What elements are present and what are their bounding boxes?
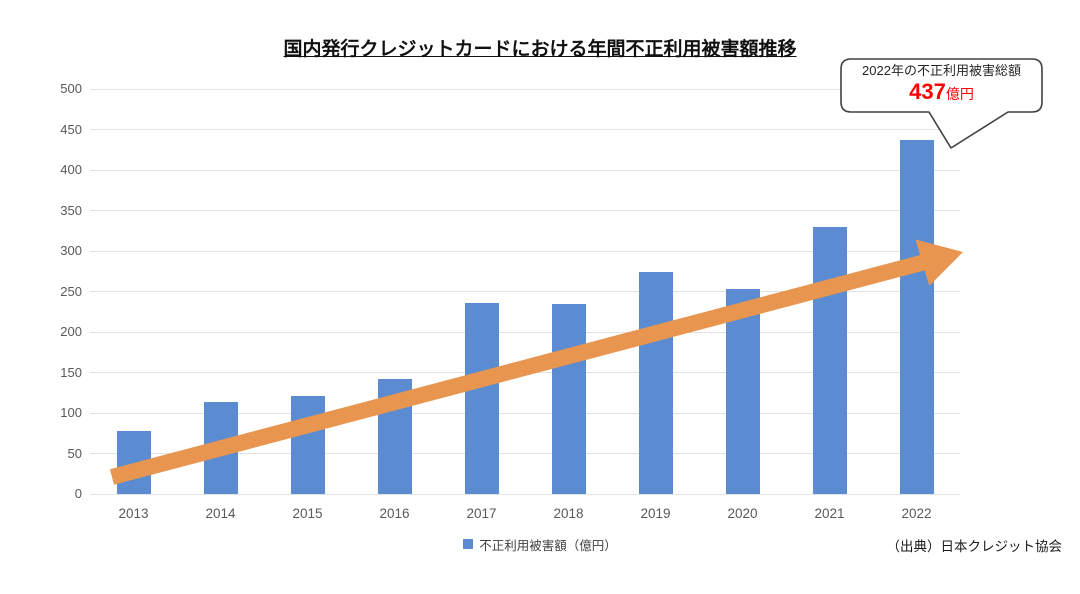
y-tick-label: 250 <box>60 283 82 299</box>
bar-2019 <box>638 272 673 494</box>
x-tick-label: 2020 <box>727 506 758 521</box>
y-tick-label: 300 <box>60 243 82 258</box>
gridline <box>90 210 960 211</box>
gridline <box>90 169 960 171</box>
legend-swatch-icon <box>463 539 474 549</box>
y-tick-label: 200 <box>60 324 82 339</box>
bar-2015 <box>290 396 325 494</box>
callout-heading: 2022年の不正利用被害総額 <box>862 63 1021 78</box>
x-tick-label: 2014 <box>205 506 236 521</box>
callout-unit: 億円 <box>945 86 974 102</box>
y-tick-label: 450 <box>60 121 82 137</box>
y-tick-label: 500 <box>60 81 82 96</box>
gridline <box>90 88 960 90</box>
y-tick-label: 50 <box>67 445 82 461</box>
bar-2016 <box>377 378 412 494</box>
bar-2014 <box>203 401 238 494</box>
gridline <box>90 250 960 252</box>
x-axis: 2013 2014 2015 2016 2017 2018 2019 2020 2021 2022 <box>90 506 960 526</box>
x-tick-label: 2021 <box>814 506 845 521</box>
callout-amount: 437億円 <box>841 80 1042 107</box>
x-tick-label: 2018 <box>553 506 584 521</box>
chart-title: 国内発行クレジットカードにおける年間不正利用被害額推移 <box>0 34 1080 61</box>
source-note: （出典）日本クレジット協会 <box>886 539 1063 554</box>
bar-2013 <box>116 430 151 494</box>
bar-2017 <box>464 302 499 494</box>
gridline <box>90 129 960 130</box>
y-tick-label: 150 <box>60 364 82 380</box>
bar-2022 <box>899 140 934 494</box>
y-tick-label: 350 <box>60 202 82 218</box>
bar-2018 <box>551 303 586 494</box>
y-tick-label: 100 <box>60 405 82 420</box>
plot-area <box>90 88 960 495</box>
y-axis: 0 50 100 150 200 250 300 350 400 450 500 <box>0 81 82 501</box>
y-tick-label: 0 <box>74 486 82 501</box>
y-tick-label: 400 <box>60 162 82 177</box>
legend-label: 不正利用被害額（億円） <box>479 538 617 553</box>
legend: 不正利用被害額（億円） <box>0 535 1080 553</box>
x-tick-label: 2019 <box>640 506 671 521</box>
callout-text: 2022年の不正利用被害総額 437億円 <box>841 63 1042 107</box>
gridline <box>90 493 960 495</box>
x-tick-label: 2022 <box>901 506 932 521</box>
x-tick-label: 2015 <box>292 506 323 521</box>
callout-value: 437 <box>909 79 946 104</box>
chart-title-text: 国内発行クレジットカードにおける年間不正利用被害額推移 <box>283 39 797 60</box>
x-tick-label: 2016 <box>379 506 410 521</box>
bar-2020 <box>725 289 760 494</box>
bar-2021 <box>812 226 847 494</box>
x-tick-label: 2017 <box>466 506 497 521</box>
x-tick-label: 2013 <box>118 506 149 521</box>
